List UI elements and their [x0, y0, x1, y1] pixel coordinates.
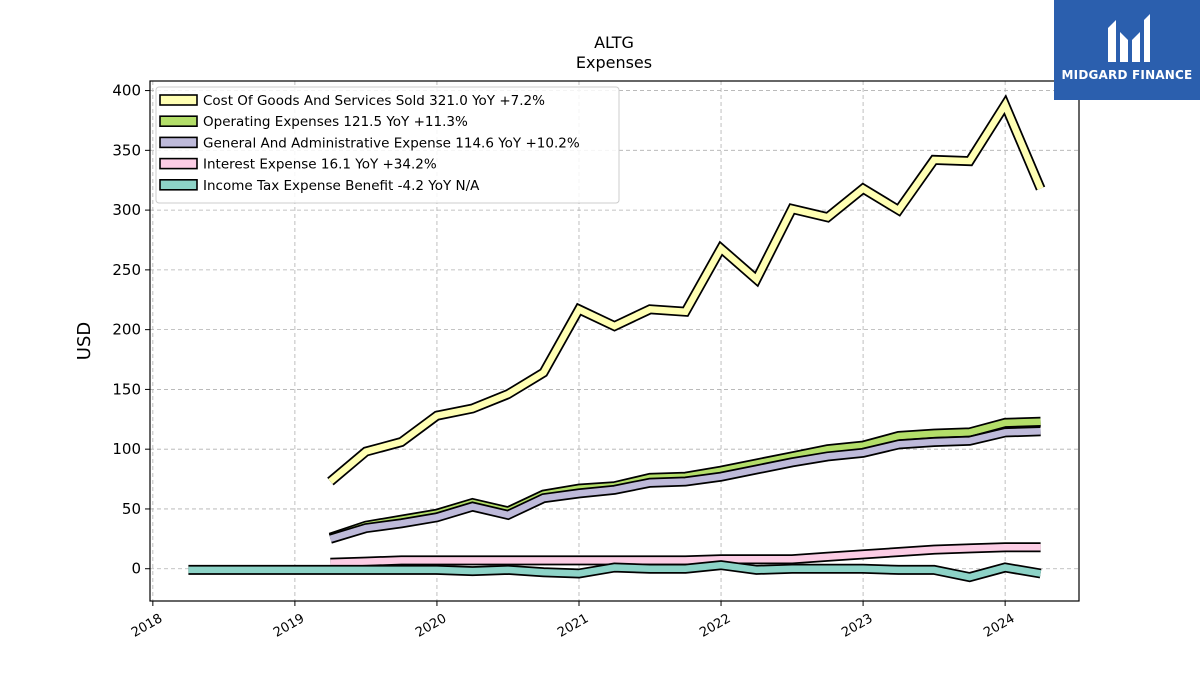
series-line [330, 543, 1041, 566]
chart-subtitle: Expenses [576, 53, 652, 72]
brand-logo: MIDGARD FINANCE [1054, 0, 1200, 100]
legend-entry: Interest Expense 16.1 YoY +34.2% [203, 157, 437, 173]
legend-swatch [159, 115, 198, 127]
chart-title: ALTG [594, 33, 634, 52]
legend-swatch [159, 136, 198, 149]
series-line [328, 97, 1044, 484]
legend-swatch [159, 94, 198, 106]
series-3 [330, 542, 1041, 568]
series-lines [188, 94, 1046, 583]
legend-entry: Operating Expenses 121.5 YoY +11.3% [203, 114, 468, 130]
x-tick-label: 2022 [697, 611, 733, 641]
legend: Cost Of Goods And Services Sold 321.0 Yo… [155, 86, 620, 204]
legend-entry: General And Administrative Expense 114.6… [203, 135, 580, 151]
y-tick-label: 300 [112, 201, 141, 219]
x-tick-label: 2018 [129, 611, 165, 641]
y-axis-label: USD [74, 322, 95, 360]
series-line [329, 428, 1041, 542]
plot-frame [149, 80, 1080, 602]
brand-name: MIDGARD FINANCE [1061, 68, 1193, 82]
x-tick-label: 2020 [413, 611, 449, 641]
legend-swatch [159, 157, 198, 170]
midgard-logo-icon [1108, 14, 1150, 62]
y-tick-label: 400 [112, 82, 141, 100]
x-tick-label: 2023 [839, 611, 875, 641]
series-4 [188, 560, 1042, 583]
y-tick-label: 100 [112, 440, 141, 458]
x-tick-label: 2021 [555, 611, 591, 641]
y-tick-label: 250 [112, 261, 141, 279]
x-tick-label: 2024 [981, 611, 1017, 641]
y-tick-label: 350 [112, 141, 141, 159]
legend-swatch [159, 179, 198, 191]
legend-box [155, 86, 620, 204]
series-0 [327, 94, 1046, 486]
y-tick-label: 150 [112, 380, 141, 398]
legend-entry: Cost Of Goods And Services Sold 321.0 Yo… [203, 93, 545, 109]
x-tick-label: 2019 [271, 611, 307, 641]
series-2 [328, 426, 1041, 544]
legend-entry: Income Tax Expense Benefit -4.2 YoY N/A [203, 178, 480, 194]
y-tick-label: 0 [131, 560, 141, 578]
y-tick-label: 200 [112, 321, 141, 339]
series-line [188, 561, 1042, 581]
y-tick-label: 50 [122, 500, 141, 518]
